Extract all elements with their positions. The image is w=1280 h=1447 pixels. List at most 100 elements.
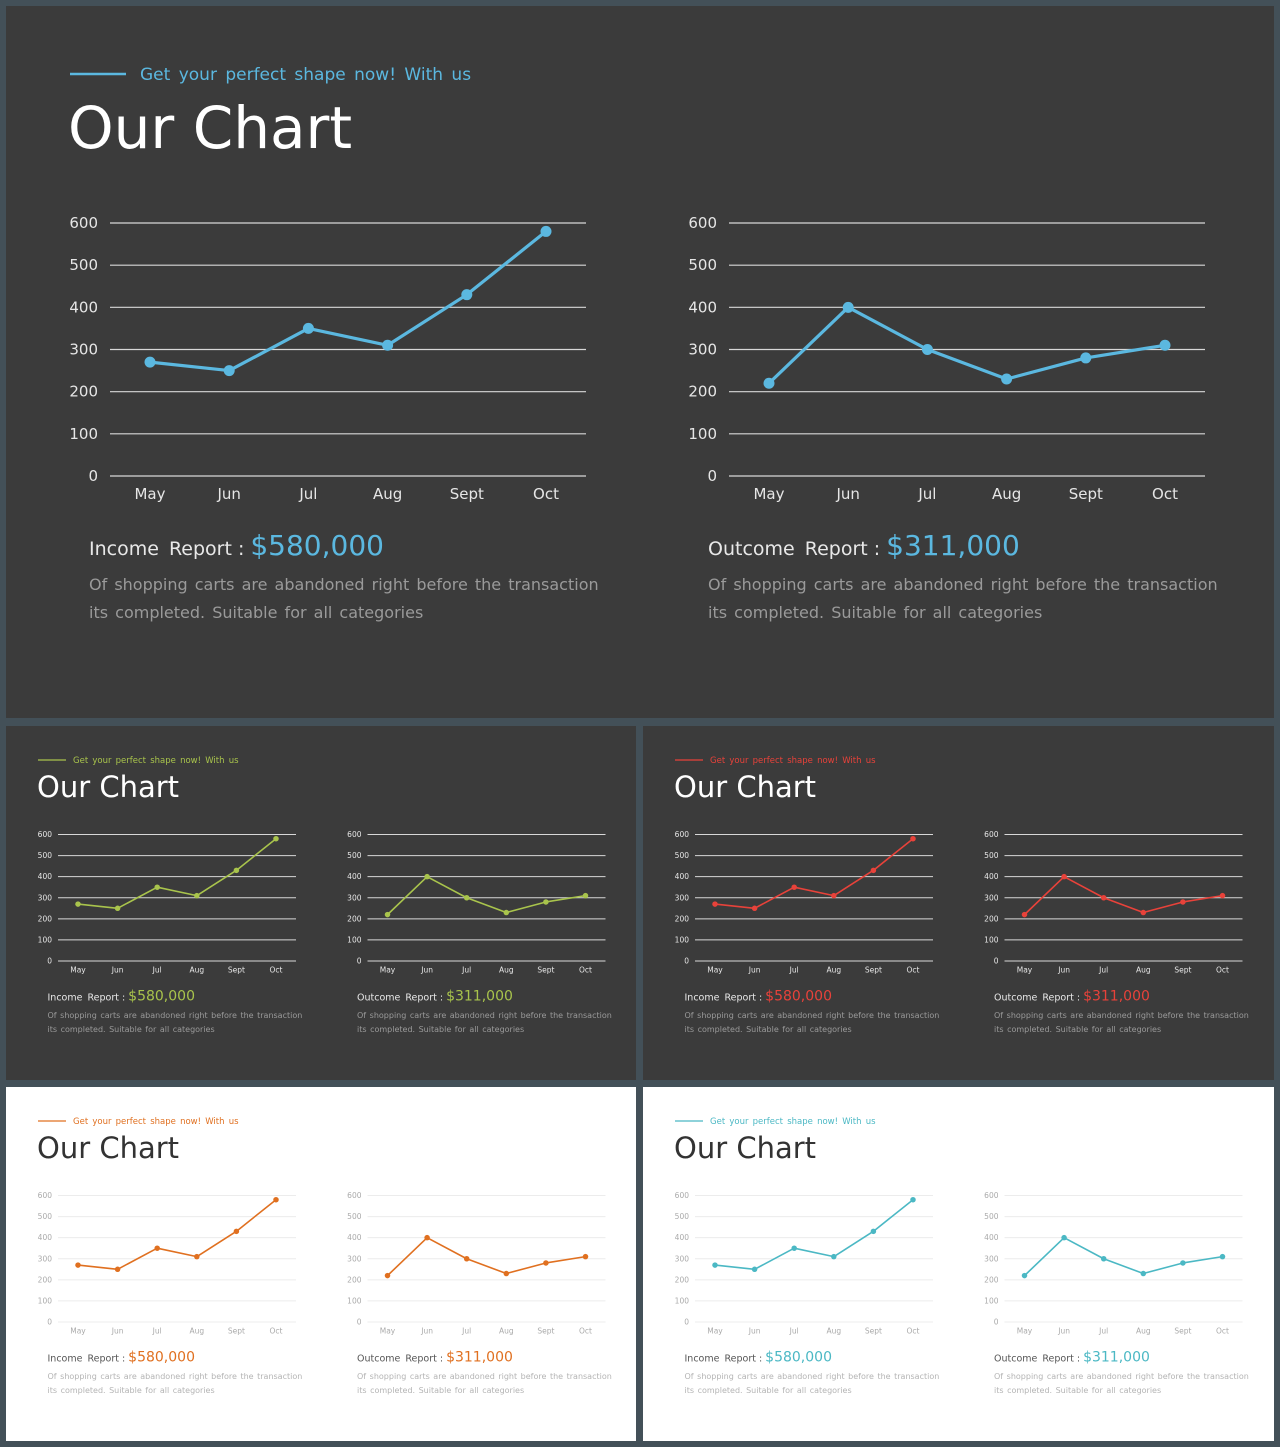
- x-tick-label: Oct: [907, 1327, 920, 1336]
- page-title: Our Chart: [68, 94, 352, 162]
- x-tick-label: Aug: [499, 1327, 514, 1336]
- x-tick-label: Jul: [461, 1327, 471, 1336]
- data-point: [1180, 1260, 1186, 1266]
- report-amount: $311,000: [1083, 989, 1150, 1005]
- slide-4-canvas: Get your perfect shape now! With us Our C…: [37, 1117, 612, 1395]
- data-point: [751, 905, 758, 912]
- series-line: [714, 1199, 914, 1271]
- data-point: [1080, 352, 1092, 364]
- data-point: [1100, 1256, 1107, 1262]
- report-label: Outcome Report: [994, 993, 1074, 1004]
- slide-5: Get your perfect shape now! With us Our C…: [643, 1087, 1274, 1441]
- outcome-chart: 0 100 200 300 400 500 600 May Jun Jul Aug Sept Oct: [347, 830, 606, 975]
- income-report-heading: Income Report: $580,000: [48, 1350, 195, 1366]
- x-tick-label: Oct: [1216, 1327, 1229, 1336]
- y-tick-label: 400: [984, 872, 999, 881]
- data-point: [114, 1266, 121, 1273]
- slide-2-canvas: Get your perfect shape now! With us Our C…: [37, 756, 612, 1034]
- y-tick-label: 200: [38, 914, 53, 923]
- x-tick-label: Aug: [1136, 1327, 1151, 1336]
- x-tick-label: Jun: [1057, 1327, 1070, 1336]
- series-line: [767, 305, 1166, 385]
- report-description-line2: its completed. Suitable for all categori…: [994, 1386, 1161, 1395]
- y-tick-label: 0: [357, 1318, 362, 1327]
- report-label: Outcome Report: [994, 1354, 1074, 1365]
- y-tick-label: 500: [984, 1212, 999, 1221]
- y-tick-label: 600: [38, 830, 53, 839]
- tagline-text: Get your perfect shape now! With us: [140, 65, 471, 85]
- report-description-line2: its completed. Suitable for all categori…: [685, 1025, 852, 1034]
- report-amount: $580,000: [250, 529, 384, 562]
- report-label: Income Report: [48, 993, 120, 1004]
- data-point: [870, 1228, 877, 1235]
- income-report-heading: Income Report: $580,000: [48, 989, 195, 1005]
- data-point: [233, 1228, 240, 1235]
- x-tick-label: Aug: [1136, 966, 1151, 975]
- report-description-line1: Of shopping carts are abandoned right be…: [357, 1372, 612, 1381]
- x-tick-label: Oct: [1152, 485, 1178, 503]
- report-colon: :: [1077, 993, 1080, 1004]
- data-point: [154, 884, 160, 890]
- y-tick-label: 300: [347, 1254, 362, 1263]
- report-label: Outcome Report: [357, 993, 437, 1004]
- y-tick-label: 600: [69, 214, 98, 232]
- y-tick-label: 500: [69, 256, 98, 274]
- page-title: Our Chart: [37, 770, 179, 804]
- data-point: [424, 873, 430, 880]
- outcome-report-heading: Outcome Report: $311,000: [357, 1350, 513, 1366]
- page-title: Our Chart: [674, 1131, 816, 1165]
- x-tick-label: Aug: [499, 966, 514, 975]
- x-tick-label: Oct: [579, 1327, 592, 1336]
- outcome-chart: 0 100 200 300 400 500 600 May Jun Jul Aug Sept Oct: [688, 214, 1205, 503]
- x-tick-label: Jul: [152, 1327, 162, 1336]
- x-tick-label: Oct: [1216, 966, 1229, 975]
- data-point: [463, 1256, 470, 1262]
- page-title: Our Chart: [674, 770, 816, 804]
- report-description-line2: its completed. Suitable for all categori…: [357, 1386, 524, 1395]
- report-colon: :: [1077, 1354, 1080, 1365]
- y-tick-label: 400: [347, 872, 362, 881]
- report-amount: $580,000: [765, 1350, 832, 1366]
- x-tick-label: Jun: [420, 966, 433, 975]
- y-tick-label: 0: [357, 957, 362, 966]
- x-tick-label: Sept: [1069, 485, 1103, 503]
- x-tick-label: Sept: [450, 485, 484, 503]
- data-point: [1100, 895, 1107, 901]
- y-tick-label: 200: [347, 1275, 362, 1284]
- report-label: Outcome Report: [357, 1354, 437, 1365]
- y-tick-label: 500: [38, 1212, 53, 1221]
- data-point: [384, 911, 391, 918]
- report-description-line2: its completed. Suitable for all categori…: [994, 1025, 1161, 1034]
- data-point: [921, 344, 933, 355]
- y-tick-label: 200: [675, 914, 690, 923]
- data-point: [1061, 1234, 1067, 1241]
- x-tick-label: Jun: [835, 485, 859, 503]
- x-tick-label: Sept: [1174, 1327, 1191, 1336]
- data-point: [1001, 373, 1013, 385]
- report-colon: :: [122, 1354, 125, 1365]
- y-tick-label: 300: [688, 341, 717, 359]
- report-colon: :: [759, 993, 762, 1004]
- x-tick-label: May: [1017, 1327, 1033, 1336]
- x-tick-label: Oct: [907, 966, 920, 975]
- data-point: [1061, 873, 1067, 880]
- tagline-text: Get your perfect shape now! With us: [710, 1117, 876, 1127]
- data-point: [463, 895, 470, 901]
- data-point: [273, 1196, 279, 1203]
- report-colon: :: [122, 993, 125, 1004]
- outcome-report-heading: Outcome Report: $311,000: [357, 989, 513, 1005]
- report-amount: $311,000: [1083, 1350, 1150, 1366]
- report-colon: :: [440, 993, 443, 1004]
- report-description-line1: Of shopping carts are abandoned right be…: [89, 575, 599, 594]
- slide-2: Get your perfect shape now! With us Our C…: [6, 726, 636, 1080]
- report-description-line1: Of shopping carts are abandoned right be…: [994, 1011, 1249, 1020]
- report-description-line2: its completed. Suitable for all categori…: [48, 1386, 215, 1395]
- y-tick-label: 0: [684, 957, 689, 966]
- x-tick-label: Oct: [270, 966, 283, 975]
- data-point: [910, 1196, 916, 1203]
- x-tick-label: May: [380, 1327, 396, 1336]
- data-point: [424, 1234, 430, 1241]
- data-point: [1140, 1270, 1147, 1277]
- y-tick-label: 500: [675, 1212, 690, 1221]
- x-tick-label: May: [380, 966, 396, 975]
